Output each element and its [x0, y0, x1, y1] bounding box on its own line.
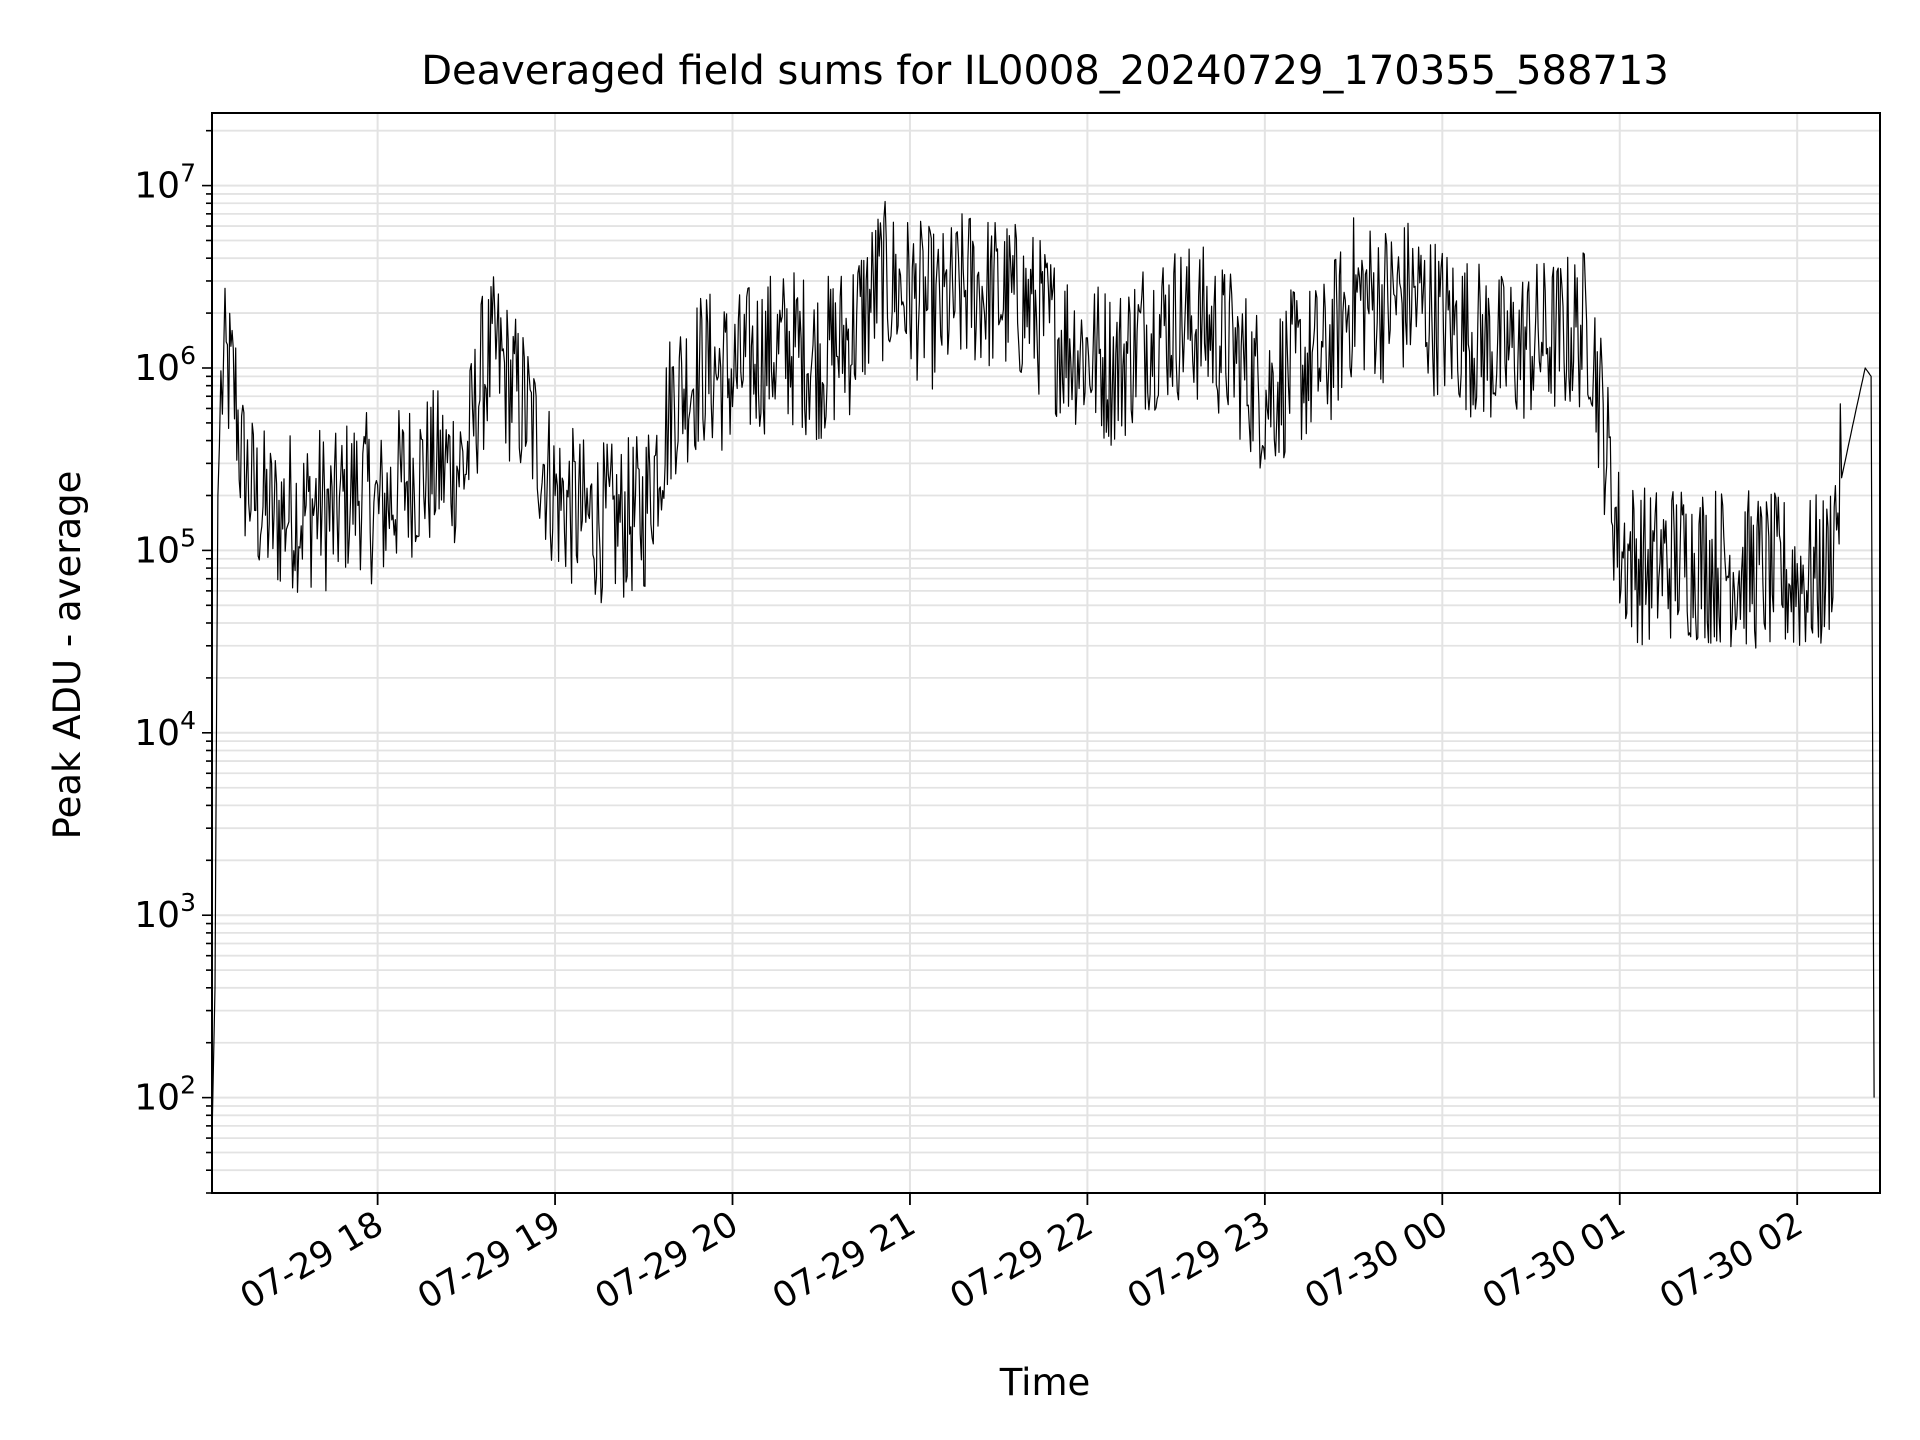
- chart-title: Deaveraged field sums for IL0008_2024072…: [421, 48, 1669, 94]
- y-tick-label: 105: [134, 523, 196, 571]
- grid-lines: [212, 113, 1880, 1194]
- y-tick-label: 106: [134, 341, 196, 389]
- series-group: [211, 200, 1875, 1139]
- y-tick-label: 104: [134, 706, 196, 754]
- y-axis-label: Peak ADU - average: [46, 471, 89, 840]
- y-tick-label: 107: [134, 159, 196, 207]
- y-tick-label: 103: [134, 888, 196, 936]
- x-axis-label: Time: [999, 1361, 1091, 1404]
- series-line: [211, 200, 1875, 1139]
- y-tick-label: 102: [134, 1071, 196, 1119]
- plot-frame: [211, 112, 1881, 1194]
